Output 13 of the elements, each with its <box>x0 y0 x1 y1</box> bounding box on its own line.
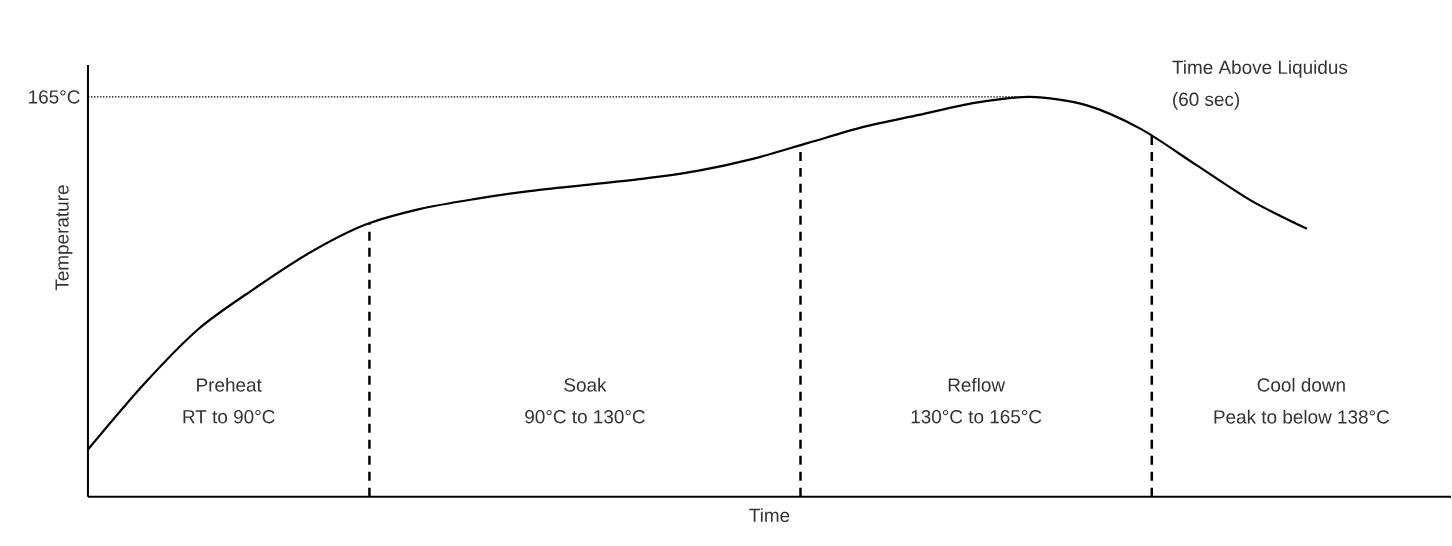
annotation: Preheat <box>197 377 262 392</box>
annotation: Reflow <box>948 377 1006 392</box>
y-axis-title: Temperature <box>55 185 73 291</box>
annotation: (60 sec) <box>1173 92 1240 110</box>
annotation: Soak <box>564 377 607 392</box>
annotation: 130°C to 165°C <box>911 410 1042 424</box>
annotation: RT to 90°C <box>183 410 275 424</box>
ref-line-label: 165°C <box>29 90 80 104</box>
annotation: 90°C to 130°C <box>525 410 645 424</box>
text: Time Above Liquidus <box>1172 60 1348 78</box>
x-axis-title: Time <box>749 508 790 523</box>
annotation: Cool down <box>1257 377 1345 392</box>
annotation: Peak to below 138°C <box>1214 409 1390 424</box>
